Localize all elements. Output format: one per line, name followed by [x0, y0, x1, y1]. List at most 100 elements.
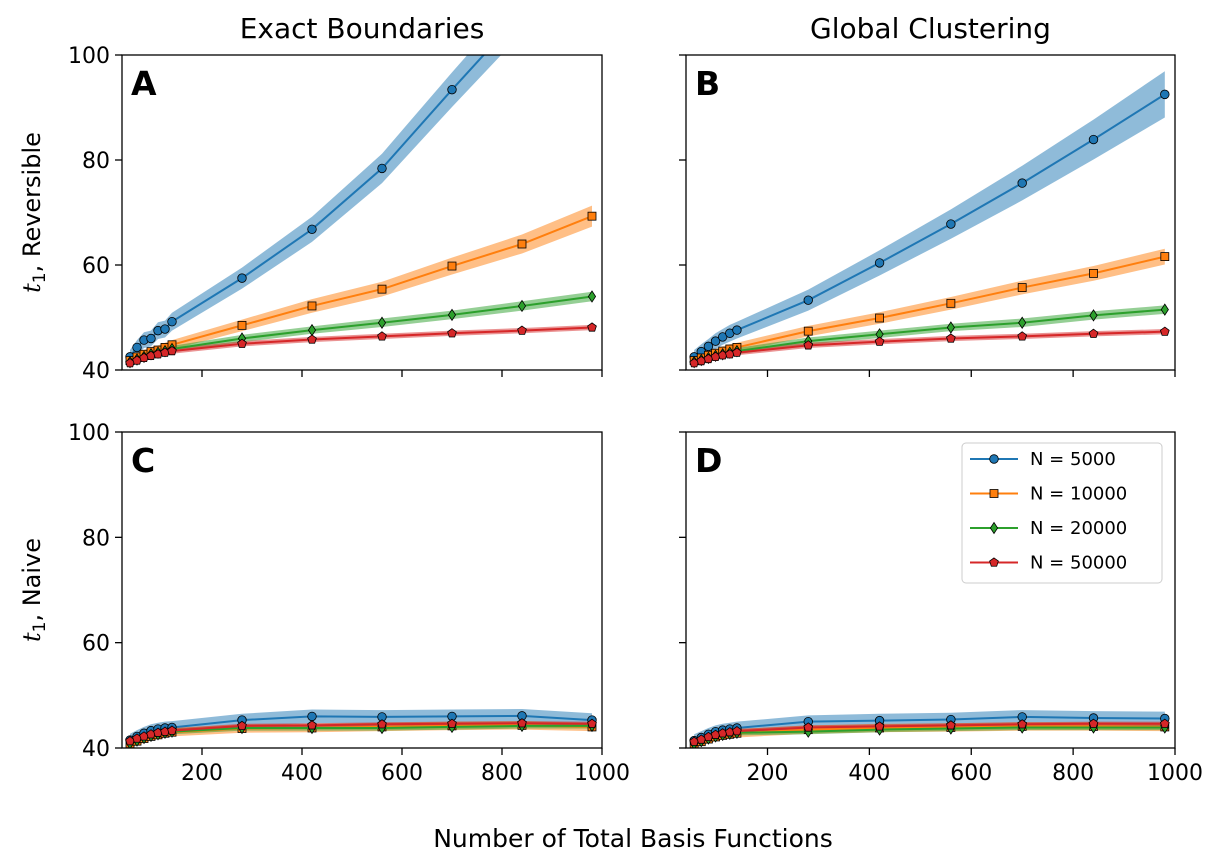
x-tick-label: 600 — [950, 761, 992, 786]
marker — [587, 211, 597, 221]
marker — [1088, 328, 1099, 338]
plot-area — [689, 71, 1170, 369]
marker — [447, 261, 457, 271]
x-tick-label: 400 — [281, 761, 323, 786]
marker — [237, 320, 247, 330]
marker — [989, 557, 999, 567]
marker — [989, 454, 999, 464]
marker — [1017, 178, 1027, 188]
x-axis-label: Number of Total Basis Functions — [433, 824, 833, 853]
marker — [732, 726, 742, 736]
error-band — [694, 71, 1165, 364]
y-axis-label: t1, Reversible — [18, 132, 50, 293]
x-tick-label: 800 — [481, 761, 523, 786]
x-tick-label: 600 — [381, 761, 423, 786]
marker — [146, 333, 156, 344]
marker — [803, 326, 813, 336]
plot-area — [689, 710, 1170, 748]
marker — [946, 321, 955, 334]
marker — [874, 721, 885, 731]
axes-frame — [121, 54, 603, 371]
marker — [1160, 89, 1170, 100]
marker — [1017, 283, 1027, 292]
marker — [989, 521, 999, 535]
error-band — [130, 205, 592, 365]
marker — [377, 284, 387, 294]
y-axis-label: t1, Naive — [18, 538, 50, 642]
y-label-sub: 1 — [30, 272, 50, 283]
marker — [946, 333, 956, 343]
marker — [874, 336, 885, 346]
marker — [1017, 719, 1028, 729]
legend-box — [961, 442, 1163, 584]
marker — [1089, 309, 1098, 322]
marker — [703, 341, 714, 352]
marker — [447, 718, 457, 728]
marker — [1160, 303, 1169, 316]
panel-title: Exact Boundaries — [240, 12, 485, 45]
y-tick-label: 100 — [68, 421, 110, 446]
marker — [517, 718, 527, 728]
legend-label: N = 50000 — [1030, 553, 1127, 574]
marker — [237, 338, 247, 348]
y-label-sub: 1 — [30, 622, 50, 633]
y-tick-label: 60 — [82, 632, 110, 657]
panel-label: D — [695, 441, 722, 480]
marker — [377, 719, 387, 729]
marker — [946, 298, 956, 308]
x-tick-label: 1000 — [574, 761, 630, 786]
axes-frame — [685, 431, 1176, 749]
y-tick-label: 60 — [82, 254, 110, 279]
marker — [587, 290, 597, 303]
y-tick-label: 100 — [68, 44, 110, 69]
x-tick-label: 800 — [1052, 761, 1094, 786]
y-label-var: t — [18, 283, 46, 293]
marker — [710, 336, 721, 346]
marker — [587, 322, 597, 332]
marker — [307, 711, 317, 722]
marker — [1159, 718, 1170, 728]
marker — [875, 313, 884, 323]
marker — [132, 342, 142, 353]
marker — [803, 340, 814, 350]
marker — [167, 346, 177, 356]
legend-label: N = 20000 — [1030, 518, 1127, 539]
legend-label: N = 10000 — [1030, 484, 1127, 505]
axes-frame — [685, 54, 1176, 371]
marker — [1018, 316, 1027, 329]
marker — [989, 489, 999, 498]
marker — [803, 722, 814, 732]
marker — [803, 295, 813, 305]
marker — [377, 316, 387, 329]
panel-title: Global Clustering — [810, 12, 1051, 45]
marker — [1088, 134, 1099, 145]
marker — [167, 725, 177, 735]
marker — [517, 299, 527, 313]
marker — [1089, 268, 1098, 278]
y-tick-label: 80 — [82, 526, 110, 551]
marker — [1017, 331, 1028, 341]
marker — [517, 325, 527, 335]
marker — [307, 334, 317, 344]
y-label-var: t — [18, 632, 46, 642]
marker — [946, 720, 956, 730]
panel-label: B — [695, 64, 720, 103]
marker — [237, 273, 247, 283]
marker — [307, 720, 317, 730]
marker — [377, 163, 387, 174]
marker — [377, 331, 387, 341]
y-tick-label: 40 — [82, 359, 110, 384]
marker — [307, 301, 317, 311]
y-label-text: , Reversible — [18, 132, 46, 272]
error-band — [130, 291, 592, 366]
y-tick-label: 80 — [82, 149, 110, 174]
x-tick-label: 200 — [181, 761, 223, 786]
legend-label: N = 5000 — [1030, 449, 1116, 470]
marker — [1160, 252, 1170, 262]
marker — [307, 224, 317, 235]
marker — [1159, 326, 1170, 336]
marker — [160, 324, 170, 334]
marker — [874, 258, 885, 268]
x-tick-label: 1000 — [1147, 761, 1203, 786]
